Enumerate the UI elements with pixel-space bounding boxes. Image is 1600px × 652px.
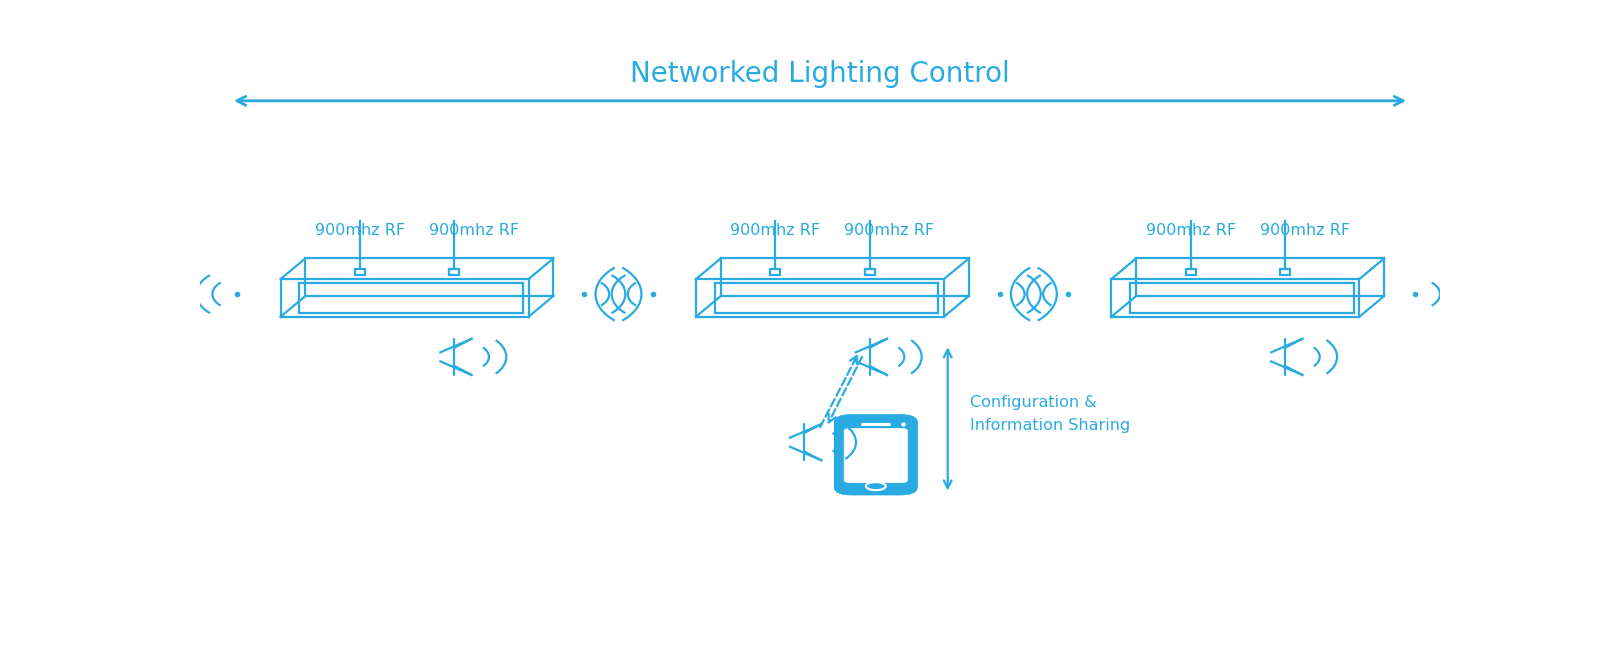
- Text: 900mhz RF: 900mhz RF: [315, 223, 405, 238]
- FancyBboxPatch shape: [835, 416, 917, 494]
- Bar: [771, 269, 781, 275]
- Text: 900mhz RF: 900mhz RF: [1259, 223, 1350, 238]
- Text: Configuration &
Information Sharing: Configuration & Information Sharing: [970, 394, 1130, 433]
- Bar: [1186, 269, 1195, 275]
- Bar: [355, 269, 365, 275]
- FancyBboxPatch shape: [845, 428, 907, 482]
- Text: 900mhz RF: 900mhz RF: [730, 223, 821, 238]
- Text: 900mhz RF: 900mhz RF: [845, 223, 934, 238]
- Bar: [1280, 269, 1290, 275]
- Bar: [450, 269, 459, 275]
- Bar: [864, 269, 875, 275]
- Text: Networked Lighting Control: Networked Lighting Control: [630, 60, 1010, 88]
- Text: 900mhz RF: 900mhz RF: [1146, 223, 1235, 238]
- Text: 900mhz RF: 900mhz RF: [429, 223, 518, 238]
